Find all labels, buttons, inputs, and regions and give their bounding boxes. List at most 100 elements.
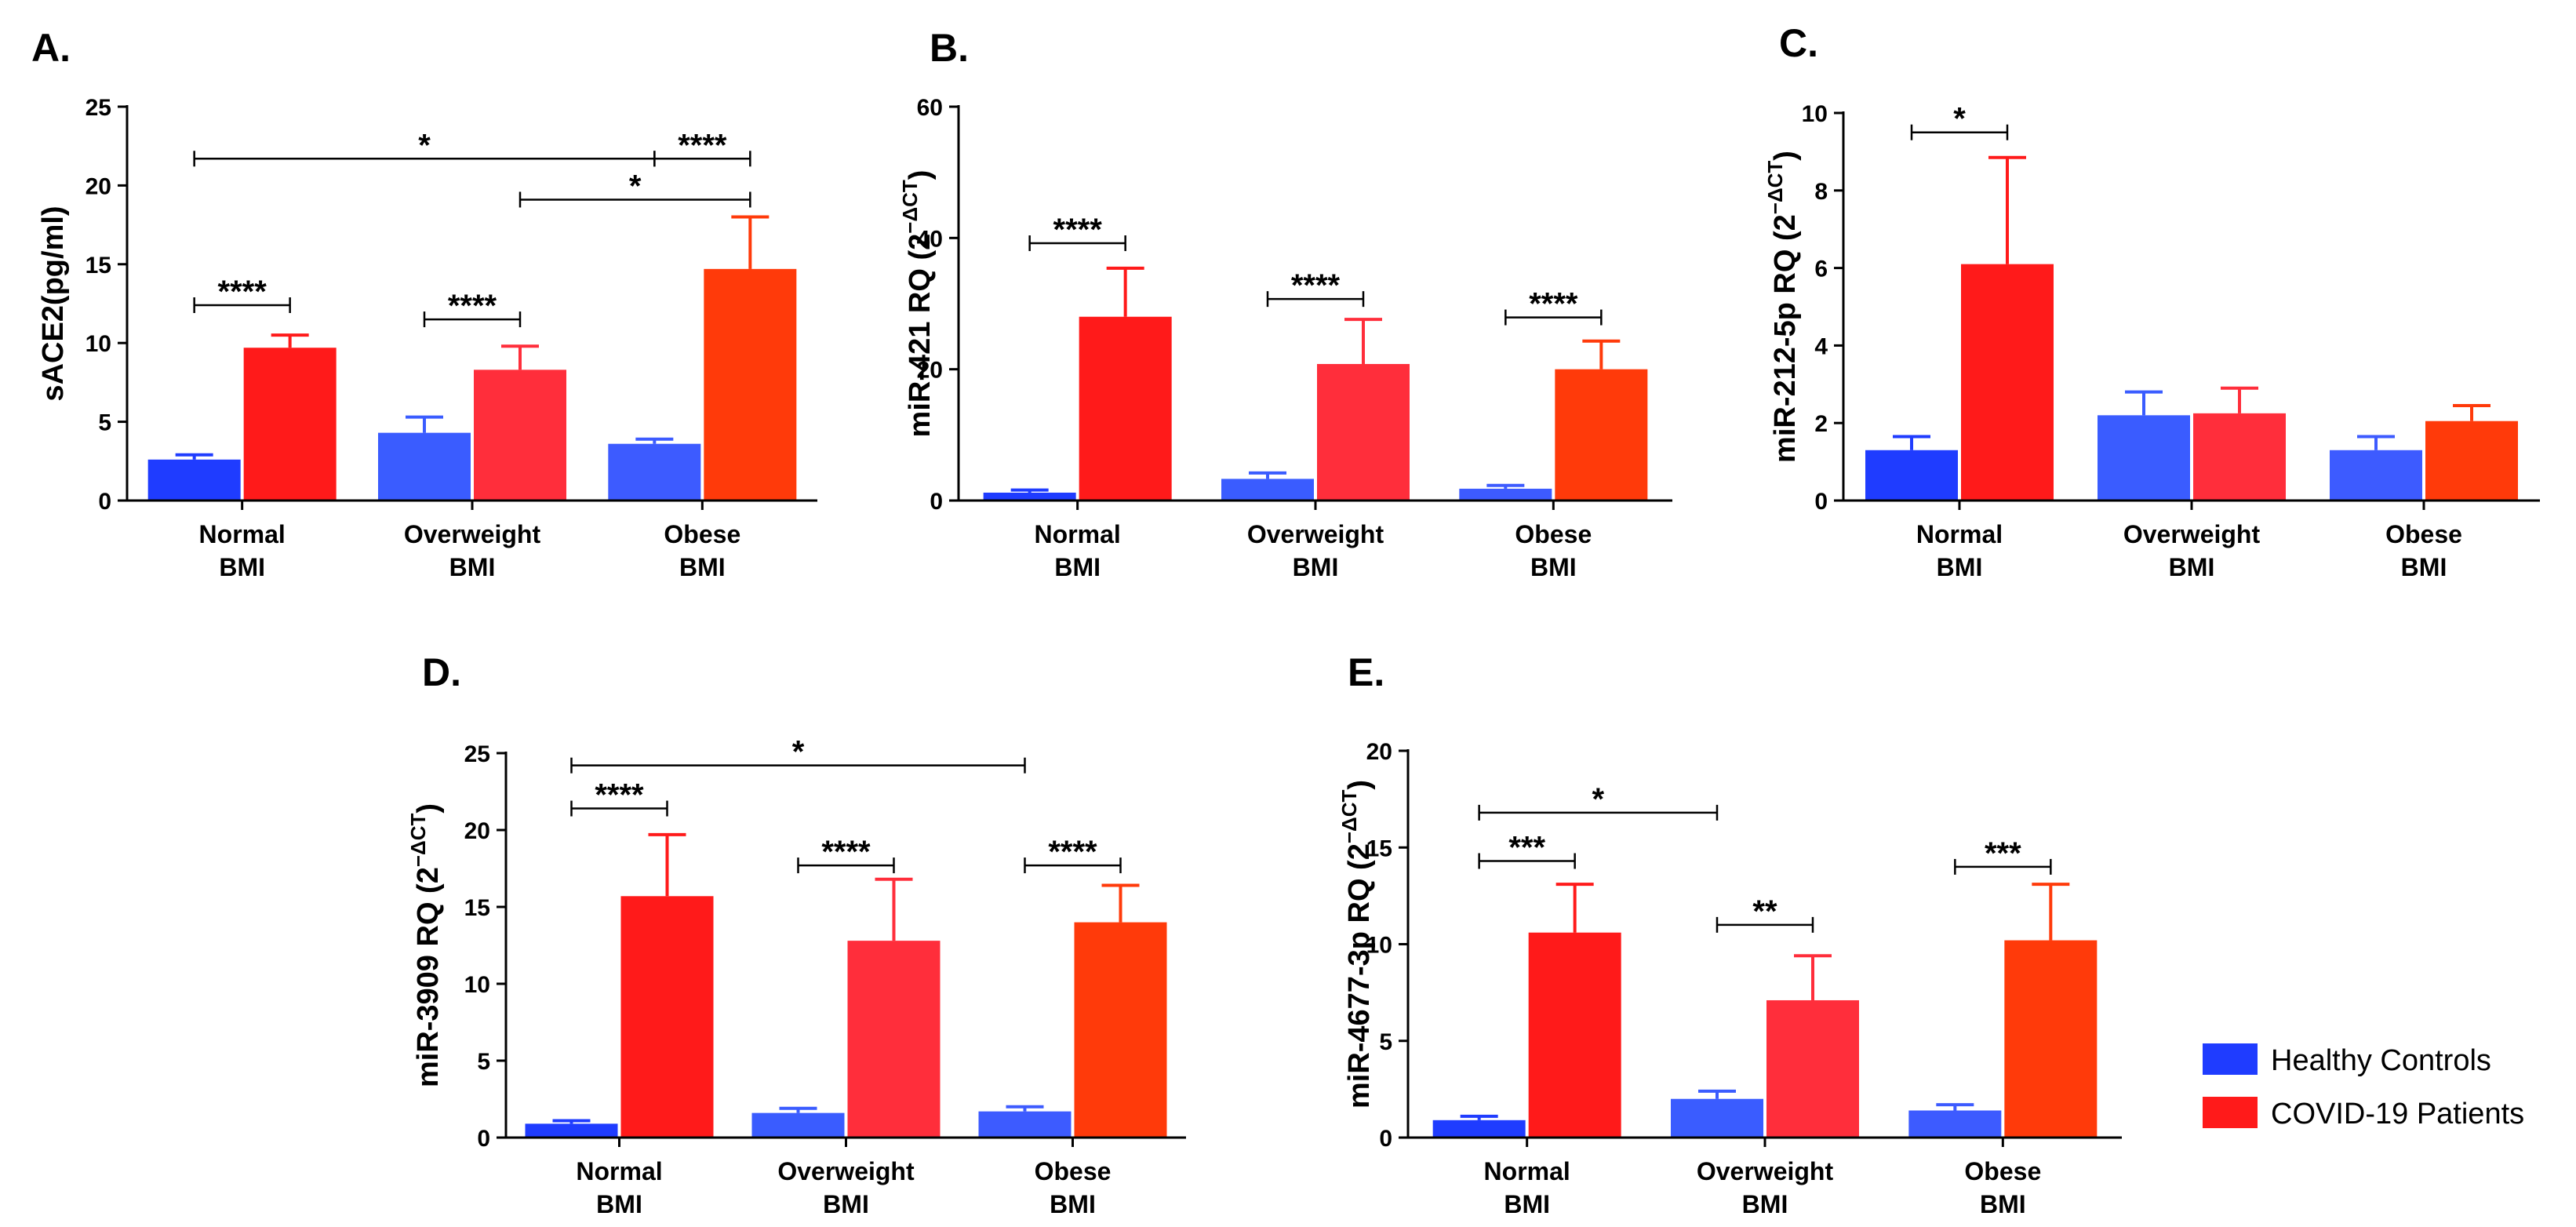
panel-letter: C. bbox=[1779, 21, 1818, 65]
bar-healthy-obese bbox=[608, 443, 701, 501]
y-tick-label: 2 bbox=[1814, 411, 1828, 437]
y-tick-label: 10 bbox=[1802, 101, 1828, 127]
error-bar bbox=[2453, 403, 2490, 421]
error-bar bbox=[175, 453, 213, 460]
error-bar bbox=[2221, 386, 2258, 413]
error-bar bbox=[635, 437, 674, 444]
error-bar bbox=[1010, 488, 1049, 493]
y-tick-label: 0 bbox=[1379, 1126, 1392, 1152]
significance-label: **** bbox=[821, 835, 871, 869]
bar-healthy-obese bbox=[2330, 450, 2422, 501]
legend-swatch-healthy bbox=[2203, 1043, 2258, 1075]
error-bar bbox=[875, 877, 913, 941]
bar-covid-overweight bbox=[847, 941, 941, 1138]
error-bar bbox=[2125, 390, 2163, 416]
y-tick-label: 10 bbox=[464, 972, 490, 998]
bar-healthy-overweight bbox=[378, 432, 471, 501]
error-bar bbox=[1794, 954, 1832, 1000]
significance-label: * bbox=[1592, 782, 1605, 817]
x-category-label: Normal BMI bbox=[1916, 520, 2003, 581]
x-category-label: Obese BMI bbox=[2385, 520, 2462, 581]
significance-label: * bbox=[792, 735, 805, 770]
significance-bracket: * bbox=[518, 169, 751, 208]
significance-bracket: **** bbox=[423, 289, 522, 328]
x-category-label: Overweight BMI bbox=[404, 520, 541, 581]
y-tick-label: 5 bbox=[1379, 1029, 1392, 1055]
y-tick-label: 0 bbox=[477, 1126, 490, 1152]
bar-healthy-normal bbox=[1865, 450, 1958, 501]
significance-label: *** bbox=[1985, 836, 2021, 871]
y-tick-label: 0 bbox=[1814, 489, 1828, 515]
x-category-label: Normal BMI bbox=[199, 520, 286, 581]
significance-label: ** bbox=[1752, 894, 1777, 929]
panel-5: E. miR-4677-3p RQ (2−ΔCT)0 5 10 15 20 Normal BM… bbox=[1337, 650, 2122, 1218]
error-bar bbox=[406, 415, 443, 433]
bar-covid-overweight bbox=[474, 370, 566, 501]
y-tick-label: 5 bbox=[477, 1049, 490, 1075]
error-bar bbox=[2032, 883, 2070, 941]
bar-healthy-normal bbox=[147, 459, 241, 501]
y-tick-label: 60 bbox=[917, 95, 943, 121]
significance-label: **** bbox=[1048, 835, 1097, 869]
bar-healthy-overweight bbox=[2098, 415, 2190, 501]
bar-covid-obese bbox=[1555, 369, 1648, 501]
legend-label-covid: COVID-19 Patients bbox=[2271, 1098, 2524, 1131]
y-tick-label: 5 bbox=[98, 410, 111, 436]
bar-healthy-normal bbox=[1432, 1120, 1526, 1138]
x-category-label: Obese BMI bbox=[1515, 520, 1592, 581]
significance-bracket: ** bbox=[1716, 894, 1814, 933]
significance-label: **** bbox=[1053, 213, 1103, 247]
y-tick-label: 20 bbox=[86, 173, 111, 199]
significance-bracket: * bbox=[1910, 102, 2009, 140]
bar-healthy-overweight bbox=[751, 1112, 845, 1138]
significance-label: **** bbox=[678, 128, 727, 162]
significance-bracket: **** bbox=[1266, 268, 1365, 308]
significance-bracket: *** bbox=[1478, 831, 1576, 869]
x-category-label: Overweight BMI bbox=[2123, 520, 2261, 581]
x-category-label: Overweight BMI bbox=[1247, 520, 1384, 581]
error-bar bbox=[1344, 318, 1382, 364]
y-tick-label: 8 bbox=[1814, 179, 1828, 205]
error-bar bbox=[1006, 1105, 1044, 1112]
x-category-label: Normal BMI bbox=[576, 1157, 662, 1218]
significance-label: **** bbox=[595, 778, 644, 813]
y-tick-label: 15 bbox=[1366, 836, 1392, 861]
y-tick-label: 10 bbox=[86, 331, 111, 357]
significance-bracket: *** bbox=[1954, 836, 2052, 875]
significance-bracket: **** bbox=[1024, 835, 1122, 874]
bar-covid-normal bbox=[1079, 316, 1172, 501]
bar-covid-overweight bbox=[2193, 413, 2286, 501]
y-tick-label: 10 bbox=[1366, 933, 1392, 959]
bar-covid-normal bbox=[1528, 932, 1621, 1138]
x-category-label: Obese BMI bbox=[1964, 1157, 2041, 1218]
error-bar bbox=[1555, 883, 1594, 933]
panel-2: B. miR-421 RQ (2−ΔCT) 0 20 40 60 Normal BMI Over… bbox=[898, 26, 1672, 581]
y-axis-label: miR-421 RQ (2−ΔCT) bbox=[898, 170, 937, 438]
panel-3: C. miR-212-5p RQ (2−ΔCT) 0 2 4 6 8 10 Normal BMI O… bbox=[1763, 21, 2540, 581]
error-bar bbox=[2357, 435, 2395, 450]
error-bar bbox=[552, 1119, 591, 1124]
panel-letter: B. bbox=[930, 26, 969, 70]
error-bar bbox=[1893, 435, 1930, 450]
y-tick-label: 25 bbox=[86, 95, 111, 121]
significance-bracket: **** bbox=[193, 275, 291, 314]
panel-letter: D. bbox=[422, 650, 461, 694]
significance-label: *** bbox=[1508, 831, 1545, 865]
y-axis-label: miR-212-5p RQ (2−ΔCT) bbox=[1763, 151, 1802, 463]
bar-healthy-overweight bbox=[1671, 1098, 1763, 1138]
significance-bracket: **** bbox=[797, 835, 895, 874]
bar-healthy-obese bbox=[978, 1111, 1072, 1138]
panel-4: D. miR-3909 RQ (2−ΔCT) 0 5 10 15 20 25 Normal BMI… bbox=[406, 650, 1186, 1218]
y-axis-label: miR-3909 RQ (2−ΔCT) bbox=[406, 803, 445, 1087]
significance-bracket: **** bbox=[653, 128, 751, 167]
significance-label: * bbox=[629, 169, 642, 203]
bar-healthy-overweight bbox=[1221, 479, 1314, 501]
error-bar bbox=[1101, 883, 1140, 923]
error-bar bbox=[1582, 339, 1621, 370]
y-tick-label: 20 bbox=[917, 358, 943, 384]
bar-covid-normal bbox=[1961, 264, 2054, 501]
x-category-label: Normal BMI bbox=[1035, 520, 1121, 581]
error-bar bbox=[1486, 483, 1525, 489]
